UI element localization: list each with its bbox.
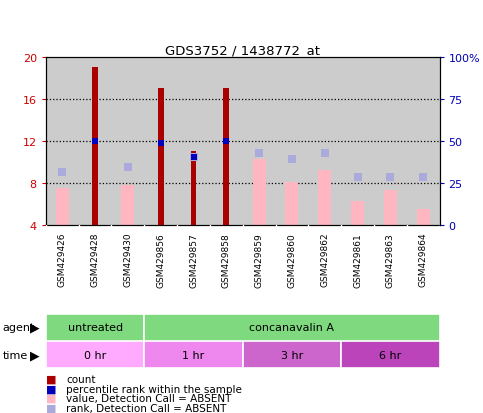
Text: 1 hr: 1 hr bbox=[183, 350, 205, 360]
Bar bbox=[285, 182, 298, 225]
Bar bbox=[384, 190, 397, 225]
Text: ■: ■ bbox=[46, 384, 57, 394]
Text: GSM429856: GSM429856 bbox=[156, 232, 165, 287]
Text: concanavalin A: concanavalin A bbox=[249, 322, 334, 332]
Text: 3 hr: 3 hr bbox=[281, 350, 303, 360]
Text: ■: ■ bbox=[46, 403, 57, 413]
Bar bbox=[253, 159, 266, 225]
Bar bbox=[56, 188, 69, 225]
Bar bbox=[242, 342, 341, 368]
Text: count: count bbox=[66, 374, 96, 384]
Title: GDS3752 / 1438772_at: GDS3752 / 1438772_at bbox=[165, 44, 320, 57]
Bar bbox=[318, 171, 331, 225]
Text: GSM429859: GSM429859 bbox=[255, 232, 264, 287]
Text: GSM429426: GSM429426 bbox=[58, 232, 67, 287]
Bar bbox=[407, 58, 440, 225]
Bar bbox=[144, 58, 177, 225]
Bar bbox=[351, 201, 364, 225]
Bar bbox=[46, 314, 144, 341]
Bar bbox=[121, 185, 134, 225]
Text: ■: ■ bbox=[46, 393, 57, 403]
Text: 0 hr: 0 hr bbox=[84, 350, 106, 360]
Text: ▶: ▶ bbox=[30, 320, 40, 334]
Text: GSM429861: GSM429861 bbox=[353, 232, 362, 287]
Bar bbox=[341, 58, 374, 225]
Bar bbox=[223, 89, 229, 225]
Text: GSM429858: GSM429858 bbox=[222, 232, 231, 287]
Text: GSM429862: GSM429862 bbox=[320, 232, 329, 287]
Bar bbox=[79, 58, 112, 225]
Text: time: time bbox=[2, 350, 28, 360]
Bar bbox=[308, 58, 341, 225]
Bar bbox=[144, 342, 242, 368]
Text: GSM429857: GSM429857 bbox=[189, 232, 198, 287]
Text: agent: agent bbox=[2, 322, 35, 332]
Bar bbox=[275, 58, 308, 225]
Text: GSM429863: GSM429863 bbox=[386, 232, 395, 287]
Text: value, Detection Call = ABSENT: value, Detection Call = ABSENT bbox=[66, 393, 231, 403]
Bar bbox=[374, 58, 407, 225]
Text: 6 hr: 6 hr bbox=[379, 350, 401, 360]
Bar bbox=[210, 58, 243, 225]
Bar bbox=[341, 342, 440, 368]
Text: ▶: ▶ bbox=[30, 348, 40, 361]
Text: GSM429864: GSM429864 bbox=[419, 232, 427, 287]
Text: ■: ■ bbox=[46, 374, 57, 384]
Bar bbox=[46, 342, 144, 368]
Bar bbox=[92, 68, 98, 225]
Text: GSM429430: GSM429430 bbox=[123, 232, 132, 287]
Bar bbox=[112, 58, 144, 225]
Text: percentile rank within the sample: percentile rank within the sample bbox=[66, 384, 242, 394]
Text: GSM429860: GSM429860 bbox=[287, 232, 297, 287]
Bar bbox=[177, 58, 210, 225]
Bar bbox=[243, 58, 275, 225]
Text: untreated: untreated bbox=[68, 322, 123, 332]
Text: GSM429428: GSM429428 bbox=[91, 232, 99, 287]
Bar bbox=[191, 152, 197, 225]
Bar bbox=[144, 314, 440, 341]
Bar bbox=[158, 89, 164, 225]
Text: rank, Detection Call = ABSENT: rank, Detection Call = ABSENT bbox=[66, 403, 227, 413]
Bar bbox=[46, 58, 79, 225]
Bar bbox=[416, 209, 430, 225]
